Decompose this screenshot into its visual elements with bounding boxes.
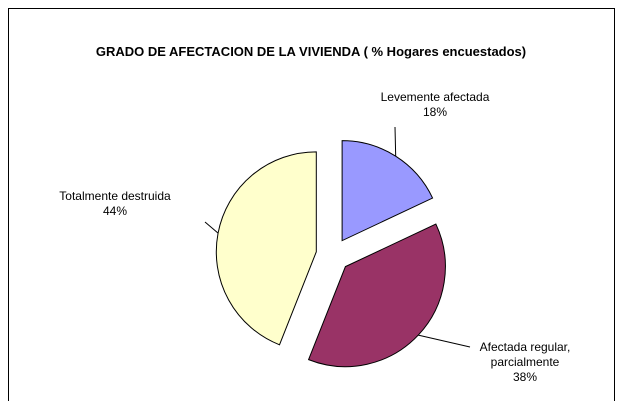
pie-slice xyxy=(307,223,446,368)
chart-title: GRADO DE AFECTACION DE LA VIVIENDA ( % H… xyxy=(95,44,527,59)
leader-line xyxy=(394,126,397,157)
leader-line xyxy=(418,334,471,348)
leader-line xyxy=(204,221,219,234)
value-label: 44% xyxy=(102,204,128,218)
category-label: Totalmente destruida xyxy=(59,189,171,203)
data-label: Totalmente destruida 44% xyxy=(30,189,200,219)
frame xyxy=(8,8,615,401)
pie-slice xyxy=(341,140,434,242)
category-label: Afectada regular, parcialmente xyxy=(479,340,571,369)
category-label: Levemente afectada xyxy=(380,90,490,104)
data-label: Levemente afectada 18% xyxy=(350,90,520,120)
data-label: Afectada regular, parcialmente 38% xyxy=(450,340,600,385)
pie-slice xyxy=(215,151,317,346)
value-label: 38% xyxy=(512,370,538,384)
value-label: 18% xyxy=(422,105,448,119)
